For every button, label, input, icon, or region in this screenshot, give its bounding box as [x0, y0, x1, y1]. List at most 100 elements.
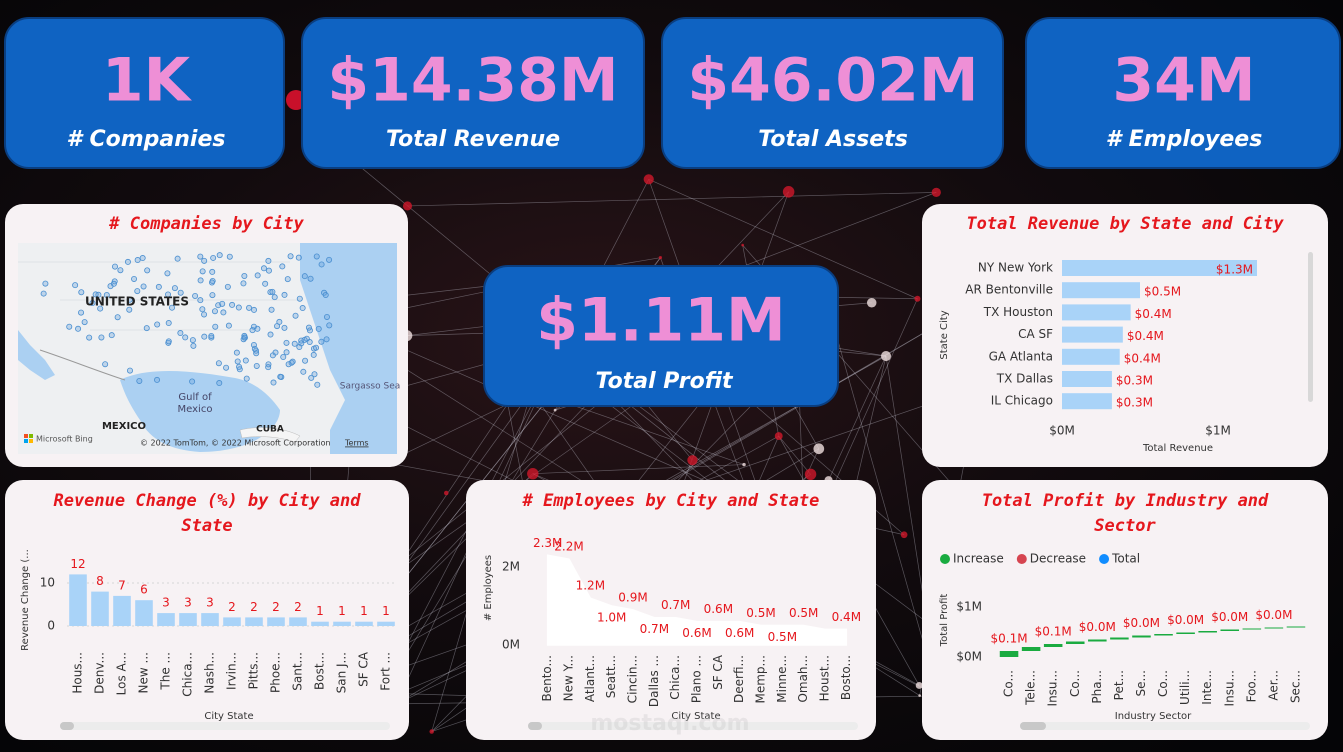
data-label: 0.4M: [832, 610, 861, 624]
panel-title: # Companies by City: [109, 214, 303, 234]
data-label: 0.6M: [682, 626, 711, 640]
scrollbar[interactable]: [1308, 252, 1313, 402]
map-dot: [233, 349, 240, 356]
bar: [135, 600, 153, 626]
map-dot: [251, 306, 258, 313]
x-tick-label: SF CA: [711, 654, 725, 690]
map-dot: [114, 314, 121, 321]
network-line: [532, 464, 745, 475]
data-label: 0.6M: [725, 626, 754, 640]
map-dot: [189, 378, 196, 385]
bar: [1062, 326, 1123, 343]
data-label: $0.0M: [1123, 616, 1160, 630]
x-tick-label: Co...: [1002, 670, 1016, 697]
map-dot: [318, 261, 325, 268]
map-dot: [165, 320, 172, 327]
data-label: 6: [140, 583, 148, 597]
bar: [1062, 260, 1257, 276]
map-dot: [154, 376, 161, 383]
network-node: [643, 174, 654, 185]
x-tick-label: Inte...: [1200, 670, 1214, 705]
map-dot: [322, 292, 329, 299]
map-dot: [81, 319, 88, 326]
network-node: [741, 243, 744, 247]
network-line: [353, 160, 503, 285]
y-tick-label: 2M: [502, 560, 520, 574]
y-tick-label: GA Atlanta: [989, 349, 1053, 363]
map-dot: [296, 344, 303, 351]
data-label: 1.0M: [597, 611, 626, 625]
x-tick-label: Insu...: [1046, 670, 1060, 706]
map-dot: [89, 300, 96, 307]
map-dot: [246, 304, 253, 311]
panel-title: # Employees by City and State: [523, 491, 820, 511]
map-dot: [249, 327, 256, 334]
network-node: [402, 201, 413, 211]
map-dot: [171, 285, 178, 292]
map-dot: [155, 283, 162, 290]
map-dot: [229, 301, 236, 308]
y-tick-label: 10: [40, 576, 55, 590]
network-node: [443, 490, 449, 496]
bar: [1110, 637, 1129, 640]
bar: [113, 595, 131, 626]
bar: [377, 621, 395, 626]
map-dot: [287, 253, 294, 260]
bar: [1154, 634, 1173, 636]
map-terms[interactable]: Terms: [344, 439, 369, 448]
scrollbar-thumb[interactable]: [1020, 722, 1046, 730]
scrollbar-thumb[interactable]: [528, 722, 542, 730]
bar: [999, 651, 1019, 657]
map-dot: [199, 268, 206, 275]
map-dot: [225, 322, 232, 329]
map-dot: [134, 288, 141, 295]
x-tick-label: $0M: [1049, 424, 1075, 438]
map-dot: [281, 324, 288, 331]
x-tick-label: Pet...: [1112, 670, 1126, 700]
legend-label: Decrease: [1030, 552, 1086, 566]
bar: [1220, 629, 1240, 631]
map-dot: [281, 291, 288, 298]
map-label-text: Gulf of Mexico: [177, 392, 213, 415]
y-tick-label: TX Dallas: [996, 372, 1053, 386]
data-label: 2: [272, 600, 280, 614]
map-dot: [86, 334, 93, 341]
data-label: $0.3M: [1116, 374, 1153, 388]
map-dot: [211, 308, 218, 315]
map-dot: [177, 330, 184, 337]
bar: [1088, 639, 1107, 642]
map-dot: [242, 357, 249, 364]
map-dot: [323, 336, 330, 343]
data-label: $0.0M: [1079, 620, 1116, 634]
map-dot: [197, 253, 204, 260]
scrollbar[interactable]: [60, 722, 390, 730]
map-dot: [143, 325, 150, 332]
scrollbar[interactable]: [1020, 722, 1310, 730]
scrollbar-thumb[interactable]: [60, 722, 74, 730]
x-tick-label: Deerfi...: [732, 655, 746, 703]
x-tick-label: Atlant...: [583, 655, 597, 702]
data-label: 2: [250, 600, 258, 614]
x-tick-label: Co...: [1068, 670, 1082, 697]
kpi-card: $14.38M Total Revenue: [301, 17, 645, 169]
map-dot: [78, 309, 85, 316]
bar: [1264, 627, 1284, 629]
x-tick-label: Sant...: [291, 652, 305, 691]
y-tick-label: $0M: [956, 650, 982, 664]
map-dot: [284, 276, 291, 283]
area: [546, 554, 848, 646]
map-dot: [97, 305, 104, 312]
map-dot: [190, 342, 197, 349]
network-node: [658, 256, 663, 260]
y-axis-label: Total Profit: [939, 594, 950, 648]
x-tick-label: New Y...: [562, 655, 576, 701]
x-tick-label: San J...: [335, 652, 349, 693]
map-dot: [271, 294, 278, 301]
network-node: [774, 432, 783, 440]
scrollbar[interactable]: [528, 722, 858, 730]
map-dot: [165, 291, 172, 298]
data-label: 1: [338, 604, 346, 618]
data-label: 1: [316, 604, 324, 618]
y-tick-label: 0: [47, 619, 55, 633]
map-dot: [219, 300, 226, 307]
